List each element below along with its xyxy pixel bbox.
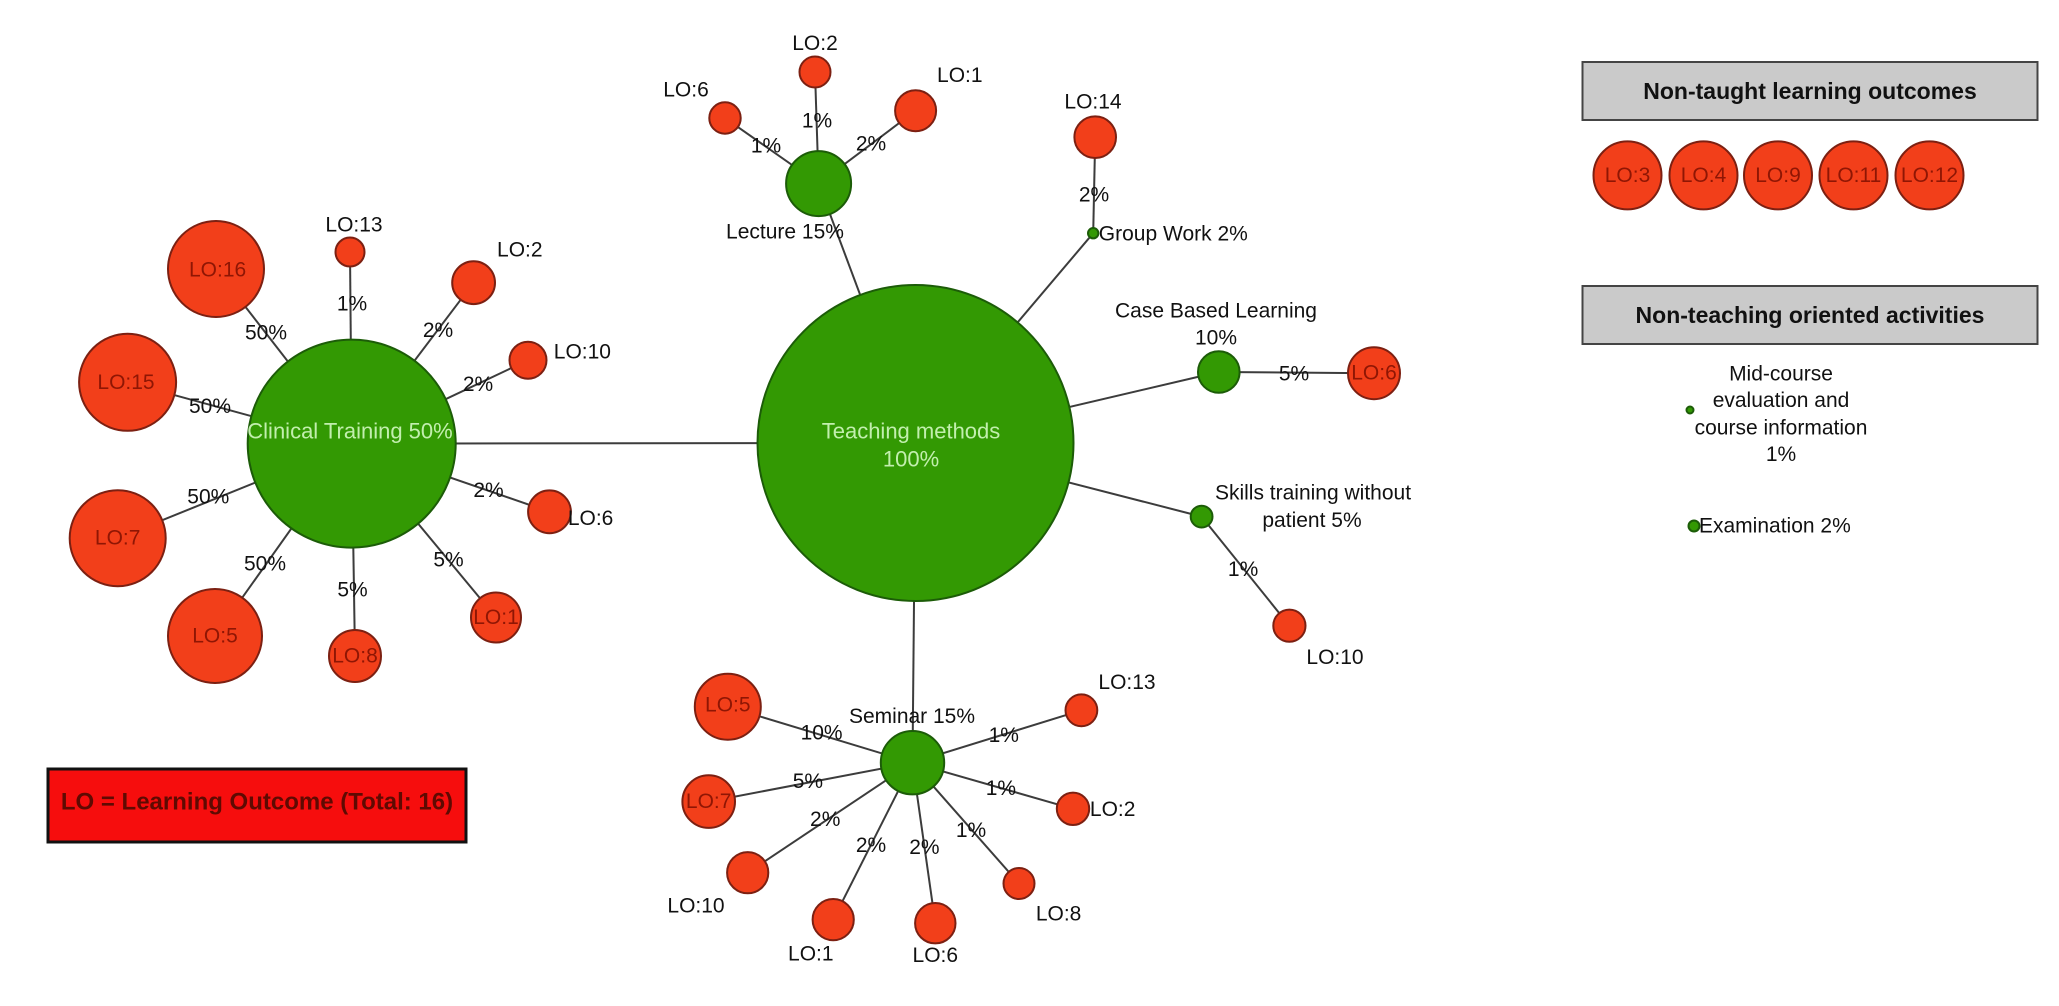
svg-text:LO:9: LO:9	[1755, 164, 1801, 187]
svg-text:LO:5: LO:5	[705, 694, 751, 717]
svg-text:5%: 5%	[793, 770, 823, 793]
svg-text:10%: 10%	[1195, 327, 1237, 350]
svg-text:Case Based Learning: Case Based Learning	[1115, 300, 1317, 323]
svg-text:1%: 1%	[986, 777, 1016, 800]
svg-text:LO:8: LO:8	[332, 645, 378, 668]
svg-text:1%: 1%	[956, 819, 986, 842]
svg-text:10%: 10%	[801, 722, 843, 745]
svg-text:1%: 1%	[802, 110, 832, 133]
svg-text:LO:13: LO:13	[1098, 671, 1155, 694]
svg-text:LO:11: LO:11	[1826, 164, 1882, 187]
svg-text:LO = Learning Outcome (Total:: LO = Learning Outcome (Total: 16)	[61, 789, 453, 816]
svg-text:Seminar 15%: Seminar 15%	[849, 705, 975, 728]
svg-text:2%: 2%	[463, 373, 493, 396]
svg-text:LO:2: LO:2	[1090, 798, 1136, 821]
svg-text:50%: 50%	[189, 395, 231, 418]
svg-text:2%: 2%	[909, 836, 939, 859]
svg-text:2%: 2%	[810, 808, 840, 831]
svg-text:patient 5%: patient 5%	[1262, 509, 1361, 532]
svg-text:LO:6: LO:6	[1351, 362, 1397, 385]
svg-text:LO:4: LO:4	[1681, 164, 1727, 187]
svg-text:5%: 5%	[433, 549, 463, 572]
svg-text:LO:6: LO:6	[913, 944, 959, 967]
svg-text:2%: 2%	[1079, 183, 1109, 206]
svg-text:LO:8: LO:8	[1036, 903, 1082, 926]
svg-text:2%: 2%	[473, 479, 503, 502]
svg-text:2%: 2%	[423, 319, 453, 342]
svg-text:course information: course information	[1695, 417, 1868, 440]
svg-text:50%: 50%	[244, 553, 286, 576]
svg-text:LO:1: LO:1	[937, 64, 983, 87]
svg-text:2%: 2%	[856, 133, 886, 156]
svg-text:LO:6: LO:6	[568, 507, 614, 530]
svg-text:Non-taught learning outcomes: Non-taught learning outcomes	[1643, 78, 1977, 104]
svg-text:1%: 1%	[751, 135, 781, 158]
svg-text:LO:13: LO:13	[325, 214, 382, 237]
svg-text:5%: 5%	[1279, 363, 1309, 386]
svg-text:LO:1: LO:1	[788, 942, 834, 965]
svg-text:Teaching methods: Teaching methods	[822, 419, 1001, 444]
svg-text:Non-teaching oriented activiti: Non-teaching oriented activities	[1636, 302, 1985, 328]
svg-text:Clinical Training 50%: Clinical Training 50%	[247, 419, 452, 444]
svg-text:LO:2: LO:2	[497, 238, 543, 261]
svg-text:LO:15: LO:15	[97, 371, 154, 394]
svg-text:1%: 1%	[1228, 558, 1258, 581]
svg-text:LO:14: LO:14	[1064, 91, 1122, 114]
svg-text:50%: 50%	[187, 486, 229, 509]
svg-text:LO:10: LO:10	[1306, 646, 1363, 669]
svg-text:LO:5: LO:5	[192, 625, 238, 648]
svg-text:2%: 2%	[856, 834, 886, 857]
svg-text:LO:12: LO:12	[1901, 164, 1958, 187]
svg-text:50%: 50%	[245, 322, 287, 345]
svg-text:LO:10: LO:10	[667, 895, 724, 918]
svg-text:LO:6: LO:6	[663, 79, 709, 102]
svg-text:Skills training without: Skills training without	[1215, 482, 1411, 505]
svg-text:LO:2: LO:2	[792, 32, 838, 55]
svg-text:Lecture 15%: Lecture 15%	[726, 221, 844, 244]
svg-text:LO:3: LO:3	[1605, 164, 1651, 187]
svg-text:5%: 5%	[337, 579, 367, 602]
svg-text:1%: 1%	[989, 724, 1019, 747]
svg-text:LO:7: LO:7	[686, 790, 732, 813]
svg-text:LO:16: LO:16	[189, 259, 246, 282]
svg-text:Group Work 2%: Group Work 2%	[1099, 223, 1248, 246]
svg-text:Mid-course: Mid-course	[1729, 363, 1833, 386]
svg-text:100%: 100%	[883, 447, 939, 472]
svg-text:LO:1: LO:1	[473, 606, 519, 629]
svg-text:LO:10: LO:10	[554, 341, 611, 364]
svg-text:Examination 2%: Examination 2%	[1699, 515, 1851, 538]
svg-text:1%: 1%	[1766, 443, 1796, 466]
svg-text:LO:7: LO:7	[95, 527, 141, 550]
svg-text:evaluation and: evaluation and	[1713, 389, 1850, 412]
svg-text:1%: 1%	[337, 293, 367, 316]
